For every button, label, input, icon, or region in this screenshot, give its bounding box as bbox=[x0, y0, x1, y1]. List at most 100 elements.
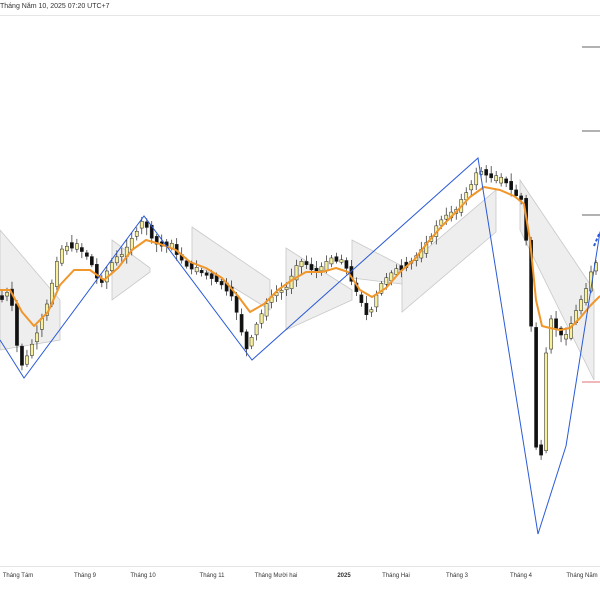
candle-body bbox=[94, 264, 99, 279]
zigzag-line bbox=[0, 157, 600, 535]
candle-body bbox=[254, 323, 259, 336]
candle-body bbox=[564, 334, 568, 340]
candle-body bbox=[194, 267, 199, 273]
candle-body bbox=[359, 294, 364, 303]
candle-body bbox=[379, 283, 384, 294]
candle-body bbox=[344, 260, 349, 269]
candle-body bbox=[474, 172, 479, 186]
candle-body bbox=[539, 444, 543, 456]
candle-body bbox=[109, 262, 114, 271]
candle-body bbox=[70, 242, 74, 249]
x-label-mar: Tháng 3 bbox=[446, 573, 469, 579]
x-label-2025: 2025 bbox=[337, 573, 351, 579]
candle-body bbox=[554, 318, 558, 330]
candle-body bbox=[479, 171, 484, 175]
x-label-nov: Tháng 11 bbox=[200, 573, 226, 579]
candle-body bbox=[504, 178, 509, 184]
candle-body bbox=[469, 184, 474, 191]
candle-body bbox=[569, 323, 573, 339]
band-segment bbox=[401, 189, 497, 313]
volatility-bands bbox=[0, 178, 595, 381]
candle-body bbox=[80, 247, 84, 252]
candle-body bbox=[244, 331, 249, 350]
candle-body bbox=[294, 265, 299, 281]
candle-body bbox=[25, 355, 29, 365]
candle-body bbox=[579, 299, 583, 311]
zigzag-indicator bbox=[0, 157, 600, 535]
candle-body bbox=[279, 290, 284, 293]
candle-body bbox=[89, 256, 94, 266]
candle-body bbox=[259, 313, 264, 324]
candle-body bbox=[339, 259, 344, 263]
candle-body bbox=[144, 221, 149, 228]
x-label-aug: Tháng Tám bbox=[3, 573, 34, 579]
timestamp-label: Tháng Năm 10, 2025 07:20 UTC+7 bbox=[0, 3, 110, 10]
candle-body bbox=[264, 303, 269, 317]
zigzag-projection bbox=[593, 231, 600, 247]
candle-body bbox=[534, 327, 538, 448]
candle-body bbox=[149, 224, 154, 239]
candle-body bbox=[334, 256, 339, 262]
candle-body bbox=[484, 169, 489, 176]
candle-body bbox=[444, 214, 449, 220]
x-label-dec: Tháng Mười hai bbox=[255, 573, 298, 579]
candle-body bbox=[299, 261, 304, 267]
candle-body bbox=[384, 277, 389, 285]
candle-body bbox=[219, 281, 224, 286]
candle-body bbox=[209, 273, 214, 279]
candle-body bbox=[154, 236, 159, 245]
x-label-oct: Tháng 10 bbox=[130, 573, 156, 579]
candle-body bbox=[114, 256, 119, 264]
candle-body bbox=[439, 219, 444, 226]
x-label-sep: Tháng 9 bbox=[74, 573, 97, 579]
candle-body bbox=[139, 221, 144, 229]
x-axis-labels: Tháng Tám Tháng 9 Tháng 10 Tháng 11 Thán… bbox=[3, 573, 598, 579]
candle-body bbox=[239, 314, 244, 333]
candle-body bbox=[55, 261, 59, 287]
candle-body bbox=[15, 303, 19, 346]
candle-body bbox=[559, 327, 563, 336]
candle-body bbox=[60, 248, 64, 264]
candle-body bbox=[20, 345, 24, 366]
candle-body bbox=[489, 173, 494, 179]
price-levels bbox=[582, 46, 600, 383]
candle-body bbox=[5, 292, 9, 297]
ema-line bbox=[0, 186, 600, 331]
candle-body bbox=[374, 294, 379, 308]
band-segment bbox=[0, 229, 61, 351]
candle-body bbox=[529, 239, 533, 327]
candle-body bbox=[0, 295, 4, 300]
candle-body bbox=[249, 337, 254, 347]
chart-header: Tháng Năm 10, 2025 07:20 UTC+7 bbox=[0, 0, 600, 16]
candle-body bbox=[134, 230, 139, 237]
candle-body bbox=[544, 352, 548, 451]
candle-body bbox=[35, 332, 39, 342]
candle-body bbox=[284, 286, 289, 290]
band-segment bbox=[285, 247, 353, 331]
candle-body bbox=[214, 275, 219, 282]
x-label-may: Tháng Năm bbox=[566, 573, 597, 579]
candle-body bbox=[319, 266, 324, 272]
candle-series bbox=[0, 165, 598, 460]
candle-body bbox=[184, 260, 189, 267]
moving-average bbox=[0, 186, 600, 331]
candle-body bbox=[304, 261, 309, 265]
candle-body bbox=[369, 309, 374, 313]
candle-body bbox=[204, 272, 209, 276]
candle-body bbox=[30, 343, 34, 356]
x-label-feb: Tháng Hai bbox=[382, 573, 410, 579]
candle-body bbox=[329, 257, 334, 265]
band-segment bbox=[191, 226, 271, 311]
band-segment bbox=[519, 178, 595, 381]
candle-body bbox=[549, 318, 553, 350]
candle-body bbox=[75, 243, 79, 250]
candle-body bbox=[85, 252, 89, 257]
candle-body bbox=[364, 302, 369, 316]
candle-body bbox=[234, 295, 239, 313]
candle-body bbox=[119, 254, 124, 257]
candle-body bbox=[514, 189, 518, 196]
candle-body bbox=[519, 195, 523, 200]
candle-body bbox=[494, 175, 499, 182]
candle-body bbox=[499, 176, 504, 184]
